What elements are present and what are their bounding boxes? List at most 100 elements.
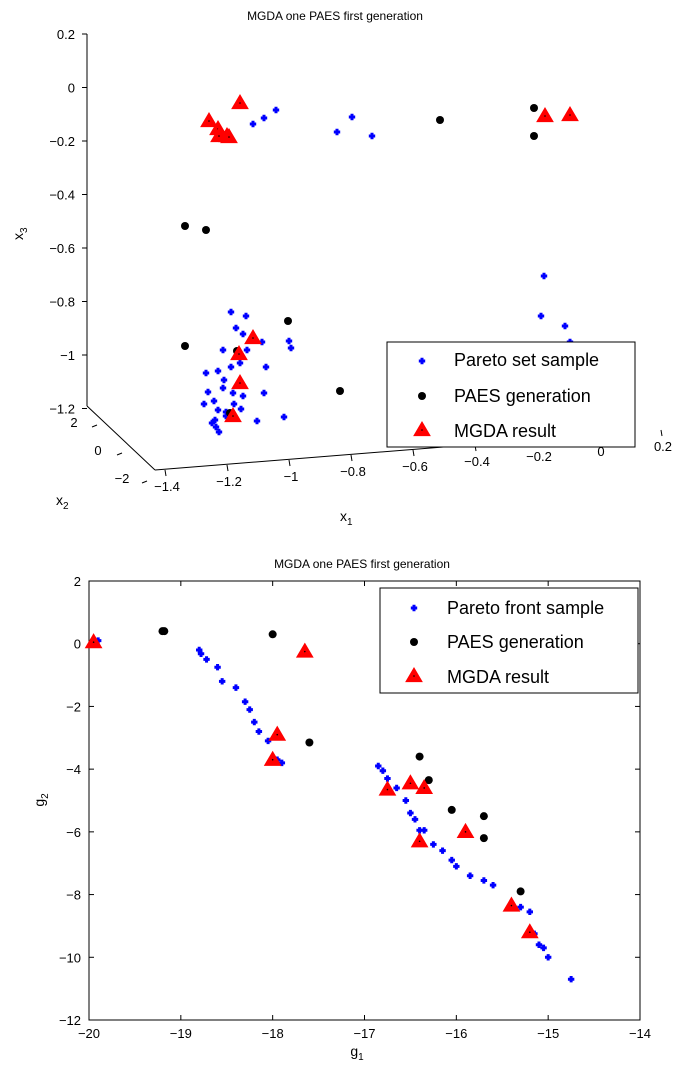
pareto-set-point [214, 367, 222, 375]
legend-item-mgda-result: MGDA result [447, 667, 549, 687]
g1-tick-label: −17 [353, 1026, 375, 1041]
pareto-front-point [393, 784, 400, 792]
paes-generation-point [181, 342, 189, 350]
pareto-front-point [232, 684, 240, 691]
x-tick-label: −0.6 [402, 459, 428, 474]
pareto-set-point [204, 388, 212, 396]
pareto-front-point [197, 650, 205, 657]
triangle-center-dot [386, 788, 389, 791]
paes-generation-point [160, 627, 169, 636]
pareto-set-point [236, 359, 244, 367]
g2-tick-label: −6 [66, 825, 81, 840]
y-axis-ticks: 2 0 −2 [70, 415, 148, 486]
mgda-result-point [415, 778, 434, 795]
y-axis-line [86, 405, 156, 471]
pareto-set-point [230, 400, 238, 408]
pareto-front-point [264, 737, 272, 745]
pareto-front-point [439, 847, 446, 854]
pareto-set-point [212, 423, 220, 431]
g1-tick-label: −15 [537, 1026, 559, 1041]
paes-generation-point [181, 222, 189, 230]
triangle-center-dot [239, 382, 241, 384]
mgda-result-point [536, 107, 554, 123]
pareto-set-point [253, 417, 261, 425]
x-axis-ticks: −1.4 −1.2 −1 −0.8 −0.6 −0.4 −0.2 0 0.2 [154, 429, 672, 494]
plot-2d-title: MGDA one PAES first generation [274, 557, 450, 571]
g1-tick-label: −14 [629, 1026, 651, 1041]
g2-tick-label: −12 [59, 1013, 81, 1028]
triangle-center-dot [218, 135, 220, 137]
triangle-center-dot [409, 782, 412, 785]
mgda-result-point [84, 633, 103, 649]
paes-generation-point [284, 317, 292, 325]
legend-box [386, 341, 636, 448]
paes-generation-point [415, 752, 424, 761]
pareto-front-point [544, 954, 552, 961]
x-tick-label: −0.2 [526, 449, 552, 464]
pareto-front-point [448, 856, 455, 864]
triangle-center-dot [238, 353, 240, 355]
pareto-front-point [402, 797, 410, 804]
pareto-front-point [540, 944, 547, 952]
pareto-set-point [243, 346, 251, 354]
y-tick-label: 0 [94, 443, 101, 458]
pareto-set-point [368, 132, 376, 140]
paes-generation-point [479, 834, 488, 843]
g2-tick-label: −8 [66, 888, 81, 903]
x-tick-label: −1.4 [154, 479, 180, 494]
paes-generation-point [436, 116, 444, 124]
pareto-front-point [407, 809, 414, 817]
legend-marker-triangle-icon [413, 421, 431, 437]
mgda-result-point [224, 407, 242, 423]
x-tick-mark [164, 469, 167, 477]
y-axis-label: x2 [56, 492, 69, 512]
g2-tick-label: 0 [74, 637, 81, 652]
x-tick-mark [660, 429, 663, 437]
triangle-center-dot [239, 102, 241, 104]
triangle-center-dot [418, 840, 421, 843]
mgda-result-point [268, 725, 287, 741]
pareto-set-point [211, 416, 219, 424]
g2-tick-label: −2 [66, 699, 81, 714]
pareto-set-point [220, 376, 228, 384]
pareto-set-point [561, 322, 569, 330]
pareto-front-point [251, 718, 258, 726]
z-tick-label: 0.2 [57, 27, 75, 42]
pareto-set-point [202, 369, 210, 377]
pareto-set-point [333, 128, 341, 136]
paes-generation-point [268, 630, 277, 639]
g2-tick-label: −10 [59, 950, 81, 965]
mgda-result-point [520, 923, 539, 939]
pareto-set-point [215, 428, 223, 436]
x-tick-label: −1.2 [216, 474, 242, 489]
x-tick-label: −1 [284, 469, 299, 484]
triangle-center-dot [423, 787, 425, 789]
pareto-set-point [348, 113, 356, 121]
mgda-result-point [410, 832, 429, 848]
pareto-set-point [262, 363, 270, 371]
y-tick-label: −2 [115, 471, 130, 486]
mgda-result-point [220, 128, 238, 144]
z-axis-ticks: 0.2 0 −0.2 −0.4 −0.6 −0.8 −1 −1.2 [49, 27, 87, 417]
pareto-front-point [218, 678, 226, 685]
paes-generation-point [447, 805, 456, 814]
pareto-set-point [239, 392, 247, 400]
x-tick-label: −0.8 [340, 464, 366, 479]
y-tick-mark [116, 452, 123, 456]
pareto-set-point [232, 324, 240, 332]
plot-2d-points [84, 627, 575, 983]
pareto-front-point [430, 841, 437, 848]
mgda-result-point [378, 780, 397, 796]
mgda-result-point [561, 106, 579, 122]
mgda-result-point [244, 329, 262, 345]
triangle-center-dot [208, 120, 210, 122]
x-tick-label: 0 [597, 444, 604, 459]
x-tick-label: 0.2 [654, 439, 672, 454]
pareto-set-point [285, 337, 293, 345]
mgda-result-point [401, 774, 420, 790]
x-tick-mark [350, 454, 353, 462]
triangle-center-dot [232, 415, 234, 417]
pareto-front-point [466, 872, 474, 879]
pareto-set-point [210, 397, 218, 405]
g2-axis-label: g2 [31, 793, 51, 807]
